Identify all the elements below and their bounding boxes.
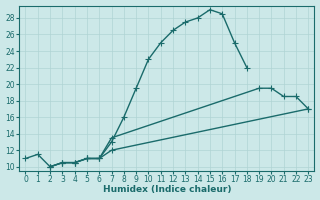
X-axis label: Humidex (Indice chaleur): Humidex (Indice chaleur)	[103, 185, 231, 194]
